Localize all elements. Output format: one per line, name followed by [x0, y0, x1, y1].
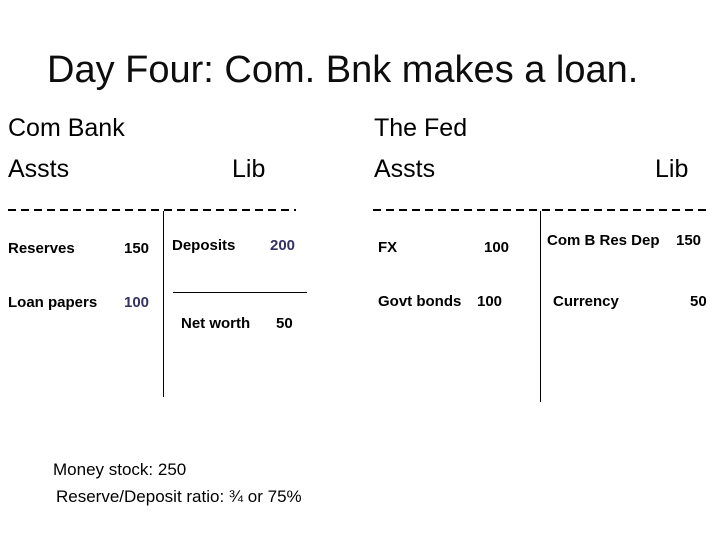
- fed-combresdep-label: Com B Res Dep: [547, 232, 660, 249]
- fed-combresdep-value: 150: [676, 232, 702, 249]
- combank-divider-line: [163, 211, 164, 397]
- combank-loanpapers-label: Loan papers: [8, 294, 98, 311]
- combank-deposits-label: Deposits: [172, 237, 236, 254]
- money-stock-note: Money stock: 250: [53, 460, 187, 479]
- fed-dashed-rule: [373, 209, 707, 211]
- fed-liabilities-header: Lib: [655, 155, 689, 183]
- reserve-ratio-note: Reserve/Deposit ratio: ¾ or 75%: [56, 487, 302, 506]
- fed-assets-header: Assts: [374, 155, 436, 183]
- combank-reserves-value: 150: [124, 240, 150, 257]
- fed-divider-line: [540, 211, 541, 402]
- combank-dashed-rule: [8, 209, 296, 211]
- combank-loanpapers-value: 100: [124, 294, 150, 311]
- combank-reserves-label: Reserves: [8, 240, 75, 257]
- combank-networth-label: Net worth: [181, 315, 251, 332]
- combank-liabilities-header: Lib: [232, 155, 266, 183]
- fed-account-name: The Fed: [374, 114, 468, 142]
- fed-govtbonds-label: Govt bonds: [378, 293, 462, 310]
- fed-currency-label: Currency: [553, 293, 619, 310]
- fed-currency-value: 50: [690, 293, 707, 310]
- fed-govtbonds-value: 100: [477, 293, 503, 310]
- combank-networth-value: 50: [276, 315, 293, 332]
- combank-assets-header: Assts: [8, 155, 70, 183]
- fed-fx-label: FX: [378, 239, 398, 256]
- combank-networth-rule: [173, 292, 307, 293]
- combank-account-name: Com Bank: [8, 114, 125, 142]
- slide-title: Day Four: Com. Bnk makes a loan.: [47, 49, 639, 91]
- fed-fx-value: 100: [484, 239, 510, 256]
- combank-deposits-value: 200: [270, 237, 296, 254]
